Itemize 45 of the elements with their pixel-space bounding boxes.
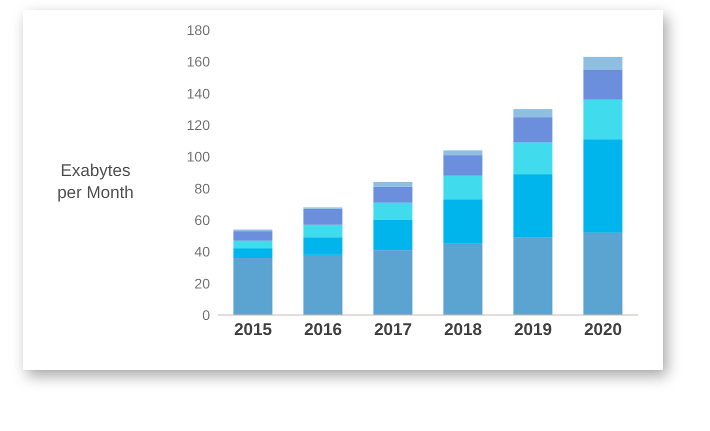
- bar: [443, 150, 482, 156]
- bar: [583, 232, 622, 315]
- y-tick-label: 60: [194, 212, 210, 228]
- bar: [513, 117, 552, 142]
- bar: [233, 231, 272, 241]
- bar: [373, 186, 412, 203]
- bar: [233, 258, 272, 315]
- y-tick-label: 20: [194, 275, 210, 292]
- bar: [233, 248, 272, 258]
- bar: [583, 70, 622, 100]
- x-tick-label: 2016: [304, 320, 342, 340]
- x-tick-label: 2019: [514, 320, 552, 340]
- x-tick-label: 2018: [444, 320, 482, 340]
- y-axis-title: Exabytes per Month: [56, 160, 135, 204]
- bar: [443, 244, 482, 315]
- bar: [303, 224, 342, 238]
- bar: [513, 142, 552, 174]
- y-tick-label: 140: [186, 85, 210, 102]
- x-tick-label: 2020: [584, 320, 622, 340]
- bar: [303, 254, 342, 315]
- y-tick-label: 180: [186, 22, 210, 38]
- bar: [303, 237, 342, 255]
- bar: [583, 139, 622, 233]
- y-tick-label: 160: [186, 54, 210, 70]
- y-tick-label: 120: [186, 116, 210, 133]
- bar: [373, 250, 412, 315]
- bar: [373, 202, 412, 220]
- y-tick-label: 40: [194, 244, 210, 260]
- bar: [443, 176, 482, 200]
- bar: [583, 100, 622, 140]
- x-tick-label: 2015: [234, 320, 272, 340]
- bar: [373, 182, 412, 187]
- bar: [513, 174, 552, 238]
- bar: [513, 237, 552, 315]
- bar: [513, 109, 552, 118]
- y-tick-label: 0: [202, 306, 210, 323]
- y-tick-label: 100: [186, 148, 210, 165]
- bar: [303, 208, 342, 225]
- bar: [373, 220, 412, 250]
- y-tick-label: 80: [194, 180, 210, 196]
- bar: [443, 155, 482, 176]
- bar: [583, 56, 622, 70]
- bar: [443, 199, 482, 244]
- x-tick-label: 2017: [374, 320, 412, 340]
- bar: [233, 240, 272, 248]
